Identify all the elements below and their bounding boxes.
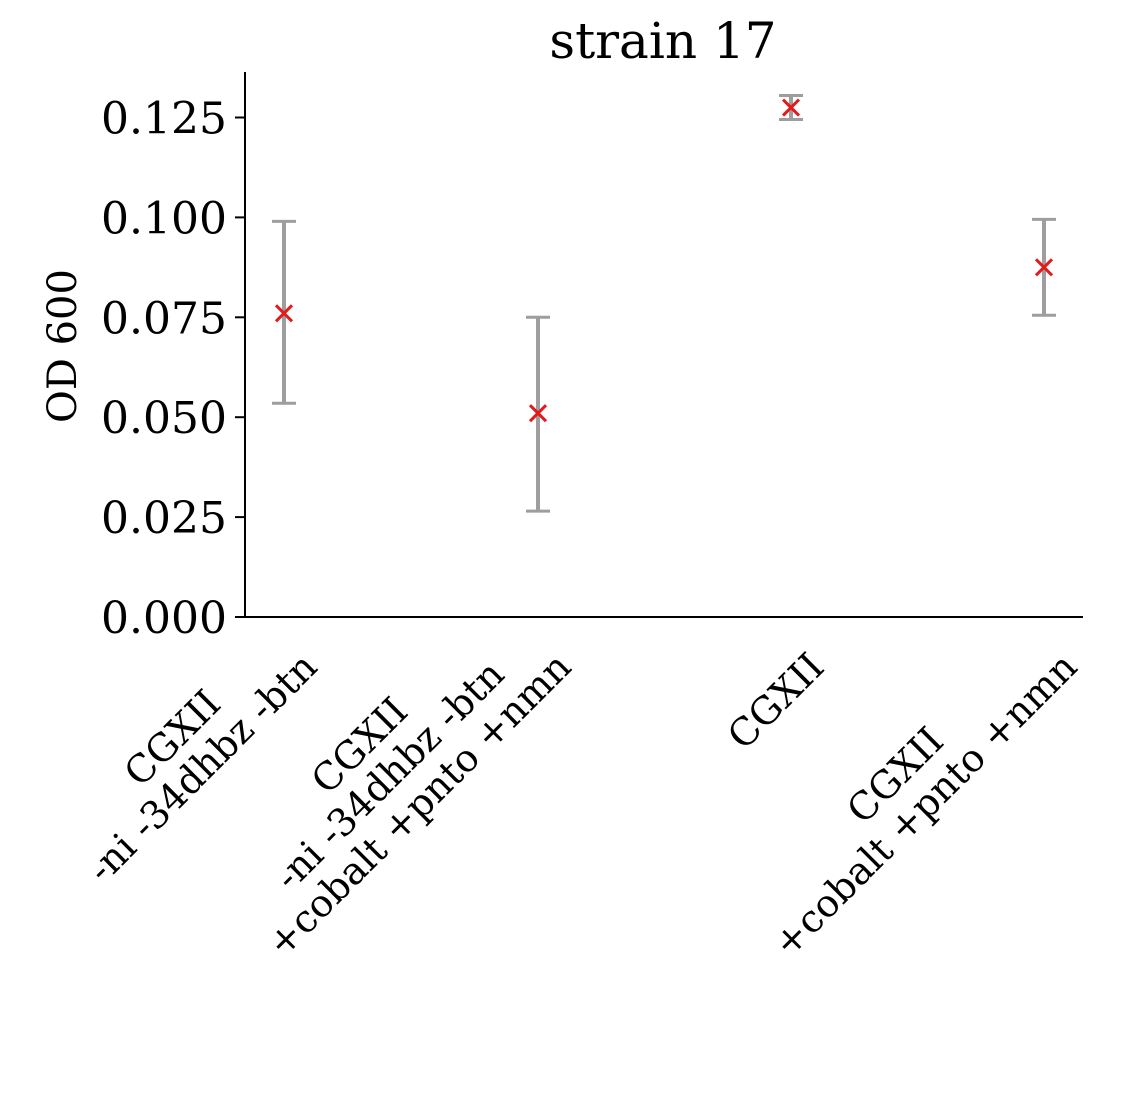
data-point [1034, 258, 1054, 277]
data-point [274, 304, 294, 323]
y-tick-label: 0.100 [101, 193, 227, 244]
y-tick-label: 0.025 [101, 493, 227, 544]
y-tick-label: 0.000 [101, 593, 227, 644]
data-point [528, 404, 548, 423]
y-tick-label: 0.050 [101, 393, 227, 444]
data-points [274, 98, 1054, 423]
y-axis-label: OD 600 [40, 269, 86, 423]
chart-title: strain 17 [549, 12, 776, 70]
y-ticks: 0.000 0.025 0.050 0.075 0.100 0.125 [101, 94, 245, 644]
errorbars [272, 94, 1056, 513]
data-point [781, 98, 801, 117]
y-tick-label: 0.075 [101, 293, 227, 344]
x-tick-label: CGXII-ni -34dhbz -btn+cobalt +pnto +nmn [199, 585, 580, 966]
x-tick-label: CGXII [719, 644, 833, 758]
y-tick-label: 0.125 [101, 94, 227, 145]
